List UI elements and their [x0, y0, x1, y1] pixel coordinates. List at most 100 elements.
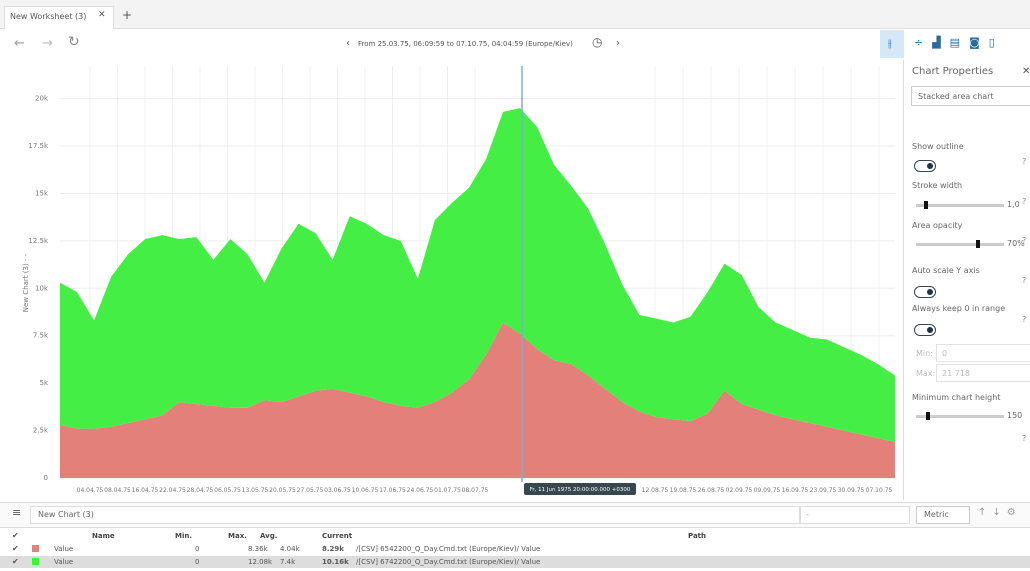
refresh[interactable]: ↻	[68, 34, 80, 50]
column-header: Max.	[228, 532, 247, 540]
x-tick-label: 19.08.75	[670, 487, 697, 494]
label: Min:	[916, 349, 933, 358]
x-tick-label: 26.08.75	[698, 487, 725, 494]
toggle[interactable]	[914, 324, 936, 336]
label: Area opacity	[912, 221, 963, 230]
slider[interactable]	[916, 201, 1004, 209]
cell: 4.04k	[280, 545, 300, 553]
cell: Value	[54, 558, 74, 566]
x-tick-label: 04.04.75	[77, 487, 104, 494]
x-tick-label: 08.04.75	[104, 487, 131, 494]
swatch	[32, 558, 39, 565]
chart-name: New Chart (3)	[38, 510, 94, 519]
slider-value: 70%	[1007, 239, 1025, 248]
cursor-tool[interactable]	[880, 30, 904, 58]
y-tick-label: 0	[44, 474, 48, 482]
label: Show outline	[912, 142, 964, 151]
next-range[interactable]: ›	[616, 38, 620, 49]
chart-type-select[interactable]	[911, 86, 1030, 106]
chart: New Chart (3) - - 04.04.75 08.04.75 16.04.…	[22, 66, 895, 495]
x-tick-label: 27.05.75	[297, 487, 324, 494]
panel-title: Chart Properties	[912, 66, 994, 77]
tab[interactable]	[4, 6, 114, 29]
toggle[interactable]	[914, 160, 936, 172]
x-tick-label: 07.10.75	[866, 487, 893, 494]
y-axis-title: New Chart (3) - -	[22, 253, 30, 312]
x-tick-label: 30.09.75	[838, 487, 865, 494]
cell: 7.4k	[280, 558, 296, 566]
cell: 8.36k	[248, 545, 268, 553]
y-tick-label: 10k	[35, 284, 49, 292]
unit-input[interactable]	[800, 506, 910, 524]
x-tick-label: 10.06.75	[352, 487, 379, 494]
label: Always keep 0 in range	[912, 304, 1006, 313]
panel-border	[903, 60, 904, 500]
cell: 0	[195, 545, 200, 553]
area	[60, 322, 895, 478]
back[interactable]: ←	[14, 36, 25, 51]
label: Auto scale Y axis	[912, 266, 980, 275]
slider-value: 150	[1007, 411, 1023, 420]
toolbar-icons[interactable]: ÷▟▤◙▯	[914, 36, 1004, 49]
column-header: Current	[322, 532, 353, 540]
tab-close[interactable]: ✕	[98, 10, 106, 20]
x-tick-label: 16.04.75	[132, 487, 159, 494]
bar-icons[interactable]: ↑↓⚙	[978, 507, 1022, 518]
new-tab[interactable]: +	[122, 8, 133, 22]
cell: /[CSV] 6742200_Q_Day.Cmd.txt (Europe/Kie…	[356, 558, 541, 566]
x-tick-label: 13.05.75	[242, 487, 269, 494]
row-check[interactable]: ✔	[12, 544, 19, 553]
x-tick-label: 09.09.75	[754, 487, 781, 494]
column-header: Min.	[175, 532, 193, 540]
x-tick-label: 22.04.75	[159, 487, 186, 494]
y-tick-label: 15k	[35, 189, 49, 197]
column-header: Avg.	[260, 532, 278, 540]
chart-type: Stacked area chart	[918, 92, 994, 101]
max-input[interactable]	[936, 364, 1030, 382]
column-header: Name	[92, 532, 115, 540]
y-tick-label: 12.5k	[28, 237, 49, 245]
menu[interactable]: ≡	[12, 506, 22, 519]
cell: /[CSV] 6542200_Q_Day.Cmd.txt (Europe/Kie…	[356, 545, 541, 553]
x-tick-label: 06.05.75	[214, 487, 241, 494]
x-tick-label: 28.04.75	[187, 487, 214, 494]
prev-range[interactable]: ‹	[346, 38, 350, 49]
column-header: Path	[688, 532, 706, 540]
toggle[interactable]	[914, 286, 936, 298]
panel-close[interactable]: ✕	[1022, 66, 1030, 77]
forward[interactable]: →	[42, 36, 53, 51]
x-tick-label: 02.09.75	[726, 487, 753, 494]
label: Max:	[916, 369, 936, 378]
min-input[interactable]	[936, 344, 1030, 362]
cursor-icon: ⫲	[888, 37, 892, 50]
time-range[interactable]: From 25.03.75, 06:09:59 to 07.10.75, 04:…	[358, 40, 573, 48]
y-tick-label: 5k	[39, 379, 48, 387]
swatch	[32, 545, 39, 552]
label: Stroke width	[912, 181, 963, 190]
cell: 10.16k	[322, 558, 349, 566]
cell: 0	[195, 558, 200, 566]
y-tick-label: 7.5k	[33, 332, 49, 340]
row-check[interactable]: ✔	[12, 557, 19, 566]
slider-value: 1,0	[1007, 200, 1020, 209]
x-tick-label: 12.08.75	[642, 487, 669, 494]
cell: 8.29k	[322, 545, 344, 553]
metric: Metric	[924, 510, 949, 519]
x-tick-label: 03.06.75	[324, 487, 351, 494]
x-tick-label: 08.07.75	[462, 487, 489, 494]
label: Minimum chart height	[912, 393, 1001, 402]
slider[interactable]	[916, 240, 1004, 248]
metric-select[interactable]	[916, 506, 970, 524]
history[interactable]: ◷	[592, 35, 603, 49]
x-tick-label: 23.09.75	[810, 487, 837, 494]
y-tick-label: 17.5k	[28, 142, 49, 150]
chart-name-input[interactable]	[30, 506, 800, 524]
cell: 12.08k	[248, 558, 273, 566]
area	[60, 108, 895, 442]
table-header-check[interactable]: ✔	[12, 531, 19, 540]
slider[interactable]	[916, 412, 1004, 420]
x-tick-label: 20.05.75	[269, 487, 296, 494]
y-tick-label: 2.5k	[33, 427, 49, 435]
max-value: 21 718	[942, 369, 970, 378]
